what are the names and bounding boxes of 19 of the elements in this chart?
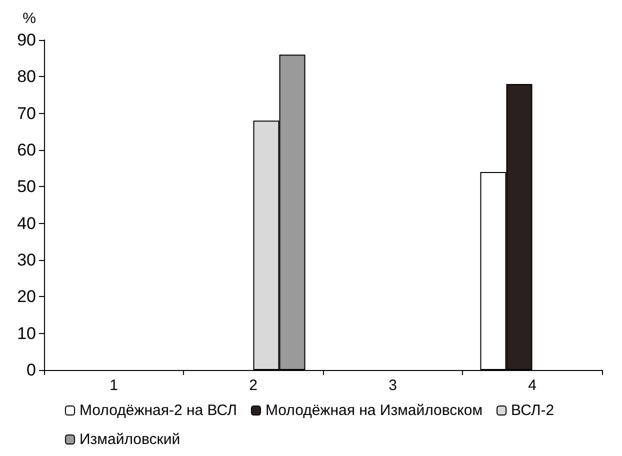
legend-label: Молодёжная-2 на ВСЛ	[80, 402, 237, 419]
legend-label: Молодёжная на Измайловском	[265, 402, 483, 419]
legend-label: ВСЛ-2	[511, 402, 554, 419]
y-tick-label: 50	[17, 177, 36, 196]
y-tick-label: 30	[17, 250, 36, 270]
y-tick-label: 10	[17, 324, 36, 343]
x-tick-label: 3	[388, 377, 397, 394]
y-tick-label: 20	[17, 287, 36, 306]
y-tick-label: 80	[17, 67, 36, 86]
y-tick-label: 60	[17, 140, 36, 160]
legend-label: Измайловский	[80, 431, 180, 448]
y-tick-label: 70	[17, 104, 36, 123]
y-axis-title: %	[22, 10, 36, 27]
x-tick-label: 1	[110, 377, 118, 394]
y-tick-label: 0	[26, 360, 36, 380]
y-tick-label: 90	[17, 30, 36, 50]
x-tick-label: 2	[249, 377, 258, 394]
y-tick-label: 40	[17, 214, 36, 233]
x-tick-label: 4	[528, 377, 536, 394]
